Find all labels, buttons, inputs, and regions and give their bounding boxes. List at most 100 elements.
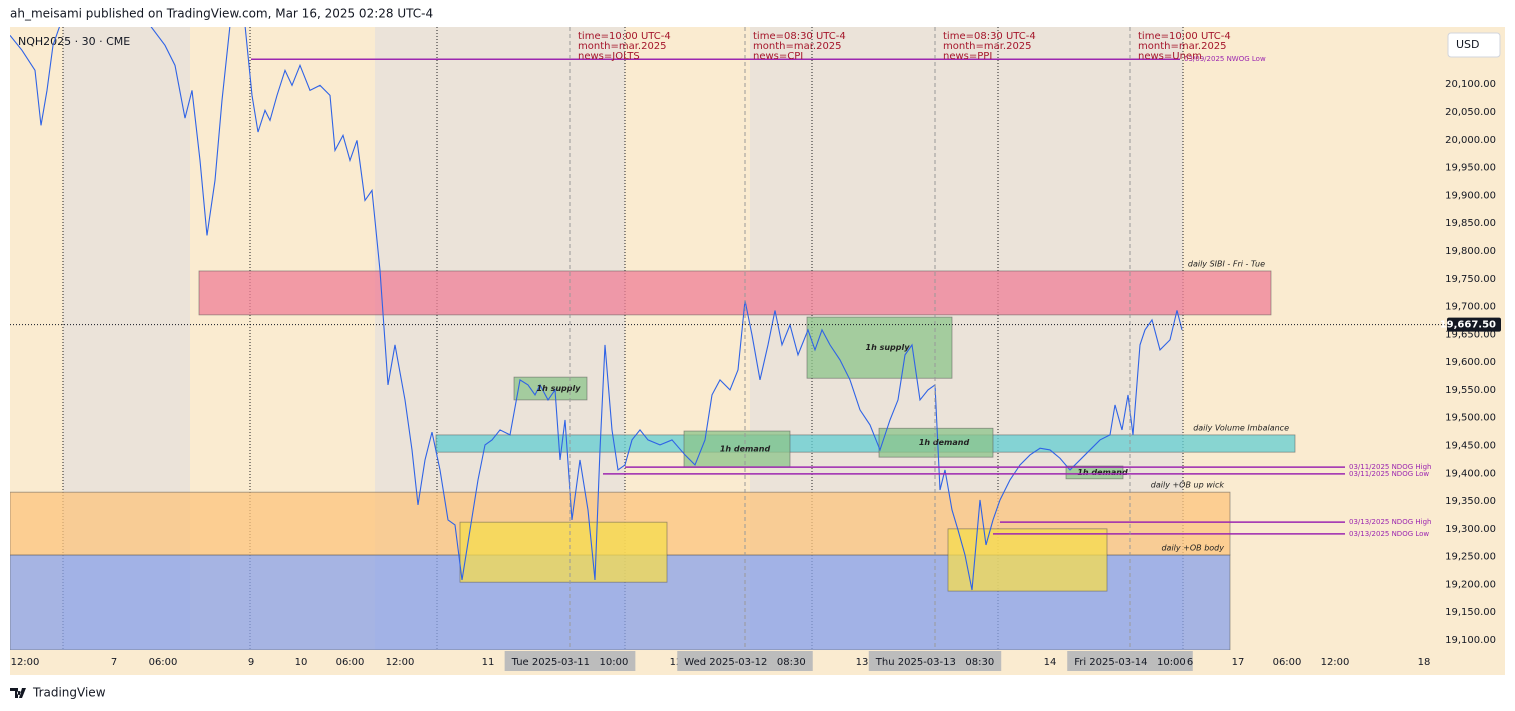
y-tick-label: 19,100.00: [1445, 635, 1496, 646]
y-tick-label: 19,550.00: [1445, 385, 1496, 396]
x-tick: 9: [248, 657, 254, 668]
zone-label: daily SIBI - Fri - Tue: [1188, 259, 1265, 268]
event-text: month=mar.2025: [1138, 41, 1227, 52]
event-text: month=mar.2025: [578, 41, 667, 52]
y-tick-label: 19,300.00: [1445, 524, 1496, 535]
x-tick: 11: [482, 657, 495, 668]
zone-label: daily +OB body: [1161, 543, 1224, 552]
y-tick-label: 19,850.00: [1445, 218, 1496, 229]
last-price-box: [1447, 317, 1501, 332]
x-tick: 12:00: [11, 657, 40, 668]
x-tick-highlight: [504, 651, 636, 671]
x-tick-label: 06:00: [1273, 657, 1302, 668]
x-tick-highlight: [868, 651, 1002, 671]
x-tick-label: 14: [1044, 657, 1057, 668]
x-tick-label: 18: [1418, 657, 1431, 668]
x-tick: 12:00: [386, 657, 415, 668]
zone-label: 1h demand: [1077, 468, 1128, 477]
zone-label: 1h demand: [919, 438, 970, 447]
x-tick-label: 7: [111, 657, 117, 668]
x-tick-label: 9: [248, 657, 254, 668]
event-text: time=08:30 UTC-4: [753, 31, 846, 42]
x-tick-label: Tue 2025-03-11 10:00: [511, 657, 629, 668]
currency-button[interactable]: USD: [1447, 32, 1501, 58]
currency-label[interactable]: USD: [1456, 38, 1480, 51]
x-tick: 12: [670, 657, 683, 668]
x-tick-label: 12:00: [1321, 657, 1350, 668]
zone: [459, 521, 668, 583]
event-text: news=Unem: [1138, 51, 1202, 62]
level-label: 03/13/2025 NDOG High: [1349, 518, 1431, 526]
y-tick-label: 19,950.00: [1445, 163, 1496, 174]
y-tick-label: 19,450.00: [1445, 440, 1496, 451]
y-tick-label: 20,000.00: [1445, 135, 1496, 146]
y-tick-label: 20,050.00: [1445, 107, 1496, 118]
event-text: news=JOLTS: [578, 51, 640, 62]
zone: [198, 270, 1272, 316]
x-tick-label: 12:00: [386, 657, 415, 668]
x-tick: 12:00: [1321, 657, 1350, 668]
last-price-label: 19,667.50: [1440, 320, 1496, 331]
x-tick: Thu 2025-03-13 08:30: [868, 651, 1002, 671]
event-text: news=PPI: [943, 51, 992, 62]
y-tick-label: 19,750.00: [1445, 274, 1496, 285]
plot-area: [10, 27, 1296, 650]
level-label: 03/09/2025 NWOG Low: [1184, 55, 1266, 63]
x-tick: 6: [1187, 657, 1193, 668]
x-tick-highlight: [1067, 651, 1193, 671]
x-tick-label: 06:00: [336, 657, 365, 668]
y-tick-label: 19,600.00: [1445, 357, 1496, 368]
footer-text: TradingView: [32, 686, 106, 700]
x-tick-label: Fri 2025-03-14 10:00: [1074, 657, 1186, 668]
x-tick: 17: [1232, 657, 1245, 668]
zone: [878, 427, 994, 458]
event-text: time=10:00 UTC-4: [578, 31, 671, 42]
x-tick-label: 11: [482, 657, 495, 668]
y-tick-label: 19,500.00: [1445, 413, 1496, 424]
y-tick-label: 19,650.00: [1445, 329, 1496, 340]
y-tick-label: 19,700.00: [1445, 302, 1496, 313]
y-tick-label: 19,900.00: [1445, 190, 1496, 201]
x-tick-label: 12: [670, 657, 683, 668]
y-tick-label: 19,800.00: [1445, 246, 1496, 257]
x-tick-label: Thu 2025-03-13 08:30: [875, 657, 994, 668]
x-tick: 13: [856, 657, 869, 668]
event-text: month=mar.2025: [753, 41, 842, 52]
x-tick-label: 6: [1187, 657, 1193, 668]
y-tick-label: 19,200.00: [1445, 579, 1496, 590]
x-tick: 06:00: [149, 657, 178, 668]
x-tick-label: 12:00: [11, 657, 40, 668]
x-tick-label: 17: [1232, 657, 1245, 668]
event-text: time=08:30 UTC-4: [943, 31, 1036, 42]
zone: [513, 376, 588, 401]
zone-label: daily +OB up wick: [1151, 481, 1225, 490]
level-label: 03/13/2025 NDOG Low: [1349, 530, 1429, 538]
zone-label: 1h supply: [866, 343, 911, 352]
x-tick-label: 13: [856, 657, 869, 668]
x-tick: 06:00: [336, 657, 365, 668]
x-tick: 06:00: [1273, 657, 1302, 668]
x-tick-label: Wed 2025-03-12 08:30: [684, 657, 805, 668]
x-tick: Tue 2025-03-11 10:00: [504, 651, 636, 671]
symbol-label: NQH2025 · 30 · CME: [18, 35, 130, 48]
x-tick: Fri 2025-03-14 10:00: [1067, 651, 1193, 671]
event-text: time=10:00 UTC-4: [1138, 31, 1231, 42]
level-label: 03/11/2025 NDOG High: [1349, 463, 1431, 471]
zone-label: 1h supply: [537, 384, 582, 393]
x-tick: 14: [1044, 657, 1057, 668]
zone: [1065, 465, 1124, 480]
y-tick-label: 19,150.00: [1445, 607, 1496, 618]
zone-label: daily Volume Imbalance: [1193, 423, 1289, 432]
zone: [947, 528, 1108, 592]
zone: [435, 434, 1296, 453]
x-tick: 7: [111, 657, 117, 668]
y-tick-label: 19,400.00: [1445, 468, 1496, 479]
price-line: [10, 27, 1183, 591]
publish-info: ah_meisami published on TradingView.com,…: [10, 7, 433, 21]
footer-logo: TradingView: [10, 686, 106, 700]
x-tick-label: 06:00: [149, 657, 178, 668]
x-tick: 18: [1418, 657, 1431, 668]
event-text: month=mar.2025: [943, 41, 1032, 52]
zone: [806, 316, 953, 379]
